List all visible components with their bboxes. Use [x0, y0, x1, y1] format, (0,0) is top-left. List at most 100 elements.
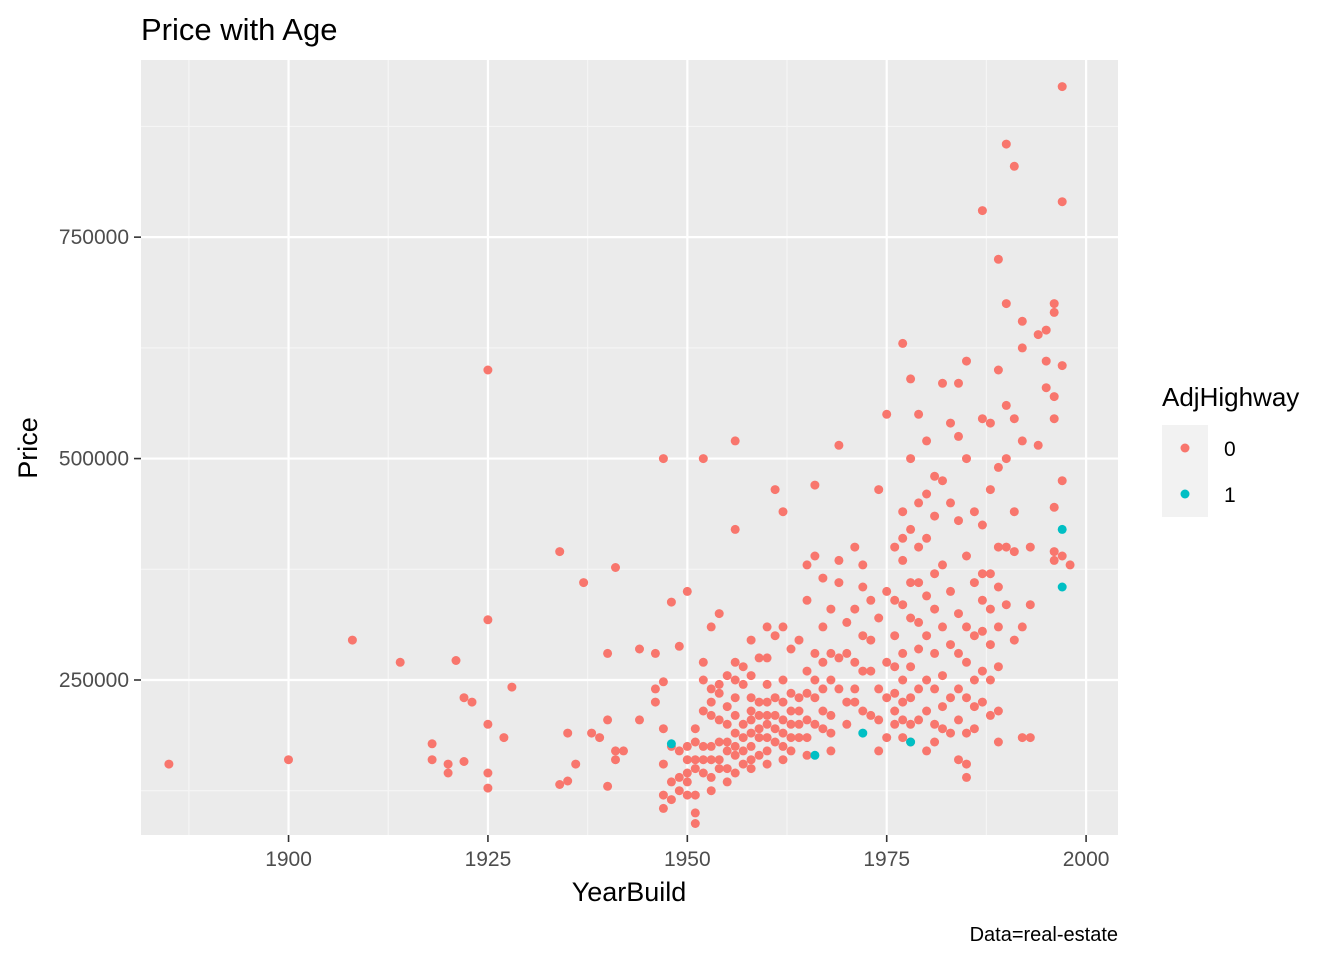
data-point	[930, 648, 940, 658]
data-point	[754, 653, 764, 663]
data-point	[762, 697, 772, 707]
data-point	[738, 746, 748, 756]
data-point	[1057, 197, 1067, 207]
data-point	[738, 759, 748, 769]
data-point	[555, 547, 565, 557]
data-point	[571, 759, 581, 769]
data-point	[786, 688, 796, 698]
data-point	[914, 644, 924, 654]
data-point	[874, 684, 884, 694]
data-point	[985, 710, 995, 720]
data-point	[770, 710, 780, 720]
data-point	[898, 555, 908, 565]
data-point	[698, 657, 708, 667]
data-point	[499, 733, 509, 743]
data-point	[850, 684, 860, 694]
data-point	[810, 719, 820, 729]
data-point	[722, 737, 732, 747]
data-point	[682, 586, 692, 596]
data-point	[938, 622, 947, 632]
data-point	[826, 710, 836, 720]
data-point	[802, 715, 812, 725]
data-point	[922, 533, 932, 543]
data-point	[754, 724, 764, 734]
data-point	[762, 653, 772, 663]
data-point	[714, 755, 724, 765]
data-point	[746, 715, 756, 725]
data-point	[483, 783, 493, 793]
data-point	[882, 586, 892, 596]
data-point	[706, 755, 716, 765]
data-point	[938, 560, 947, 570]
data-point	[682, 790, 692, 800]
data-point	[962, 454, 971, 464]
data-point	[898, 533, 908, 543]
data-point	[714, 679, 724, 689]
data-point	[794, 706, 804, 716]
data-point	[818, 684, 828, 694]
data-point	[483, 768, 493, 778]
data-point	[954, 378, 963, 388]
data-point	[938, 702, 947, 712]
legend-label: 1	[1224, 484, 1236, 507]
major-gridlines	[141, 60, 1118, 835]
data-point	[1017, 436, 1027, 446]
data-point	[1057, 551, 1067, 561]
data-point	[954, 516, 963, 526]
data-point	[993, 462, 1003, 472]
data-point	[906, 613, 916, 623]
data-point	[826, 648, 836, 658]
data-point	[786, 733, 796, 743]
data-point	[898, 600, 908, 610]
data-point	[778, 715, 788, 725]
data-point	[850, 697, 860, 707]
data-point	[1025, 542, 1035, 552]
data-point	[786, 719, 796, 729]
data-point	[778, 728, 788, 738]
data-point	[698, 768, 708, 778]
x-tick-label: 1925	[465, 848, 512, 871]
data-point	[730, 657, 740, 667]
data-point	[666, 777, 676, 787]
data-point	[730, 710, 740, 720]
data-point	[882, 693, 892, 703]
data-point	[802, 733, 812, 743]
data-point	[1001, 139, 1011, 149]
data-point	[730, 768, 740, 778]
data-point	[395, 657, 405, 667]
data-point	[842, 719, 852, 729]
data-point	[962, 759, 971, 769]
data-point	[1001, 454, 1011, 464]
data-point	[786, 706, 796, 716]
data-point	[977, 414, 987, 424]
data-point	[443, 768, 453, 778]
data-point	[977, 206, 987, 216]
data-point	[930, 604, 940, 614]
data-point	[650, 697, 660, 707]
data-point	[850, 542, 860, 552]
data-point	[826, 728, 836, 738]
data-point	[922, 489, 932, 499]
data-point	[722, 719, 732, 729]
data-point	[738, 719, 748, 729]
data-point	[770, 631, 780, 641]
data-point	[690, 724, 700, 734]
data-point	[850, 604, 860, 614]
data-point	[985, 485, 995, 495]
data-point	[706, 741, 716, 751]
data-point	[946, 728, 955, 738]
data-point	[635, 644, 644, 654]
data-point	[922, 746, 932, 756]
data-point	[906, 693, 916, 703]
data-point	[1017, 316, 1027, 326]
data-point	[826, 604, 836, 614]
data-point	[842, 617, 852, 627]
data-point	[483, 365, 493, 375]
data-point	[658, 790, 668, 800]
data-point	[977, 569, 987, 579]
data-point	[730, 693, 740, 703]
data-point	[459, 757, 469, 766]
x-tick-label: 2000	[1063, 848, 1110, 871]
data-point	[738, 679, 748, 689]
data-point	[962, 657, 971, 667]
